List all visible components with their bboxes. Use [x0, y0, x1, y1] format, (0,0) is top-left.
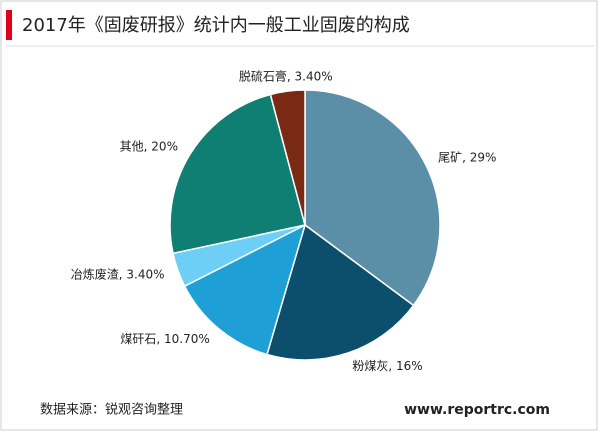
pie-slice [266, 223, 415, 361]
data-label: 冶炼废渣, 3.40% [71, 266, 165, 281]
pie-slice [269, 89, 306, 226]
pie-slice [183, 223, 307, 356]
pie-slice [304, 89, 441, 307]
title-bar [6, 10, 12, 40]
data-label: 煤矸石, 10.70% [120, 332, 209, 346]
data-label: 粉煤灰, 16% [352, 359, 422, 373]
website: www.reportrc.com [404, 402, 550, 418]
pie-slice [169, 93, 306, 255]
source: 数据来源：锐观咨询整理 [40, 403, 183, 418]
data-label: 尾矿, 29% [438, 150, 496, 164]
data-label: 脱硫石膏, 3.40% [239, 69, 333, 84]
data-label: 其他, 20% [120, 140, 178, 154]
chart-title: 2017年《固废研报》统计内一般工业固废的构成 [22, 15, 410, 36]
